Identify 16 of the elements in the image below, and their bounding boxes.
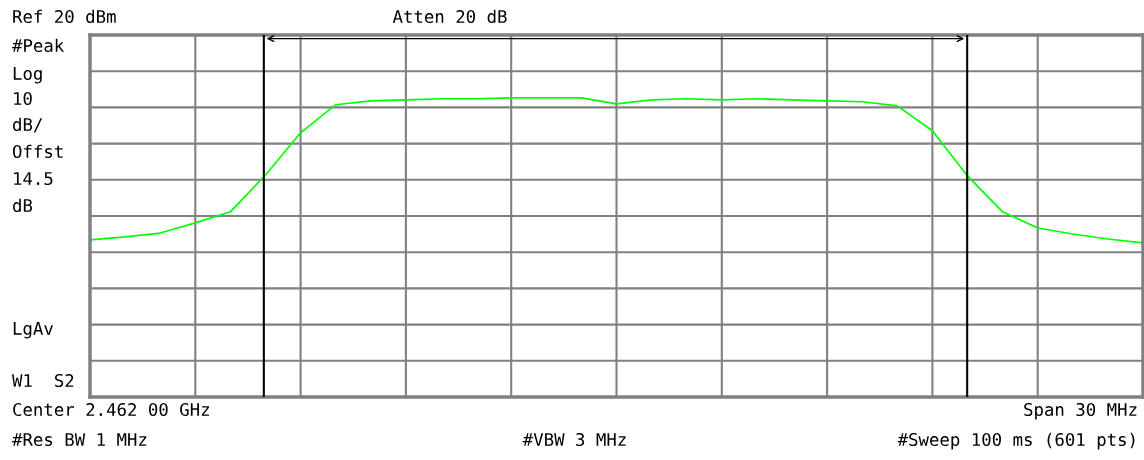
text: Log — [13, 67, 42, 84]
text: Offst — [12, 144, 63, 159]
text: #Peak — [12, 38, 64, 53]
text: Center 2.462 00 GHz — [13, 402, 209, 417]
text: Atten 20 dB — [392, 9, 507, 24]
text: 10 — [14, 91, 32, 106]
text: #Res BW 1 MHz — [12, 433, 147, 447]
text: LgAv — [13, 322, 53, 339]
text: Span 30 MHz — [1024, 402, 1137, 420]
text: dB/ — [13, 117, 43, 133]
text: #Sweep 100 ms (601 pts) — [897, 432, 1135, 450]
text: 14.5 — [14, 172, 53, 186]
text: #VBW 3 MHz — [522, 432, 626, 447]
text: Ref 20 dBm — [13, 9, 116, 24]
text: W1 S2 — [12, 373, 74, 388]
text: dB — [13, 198, 33, 213]
